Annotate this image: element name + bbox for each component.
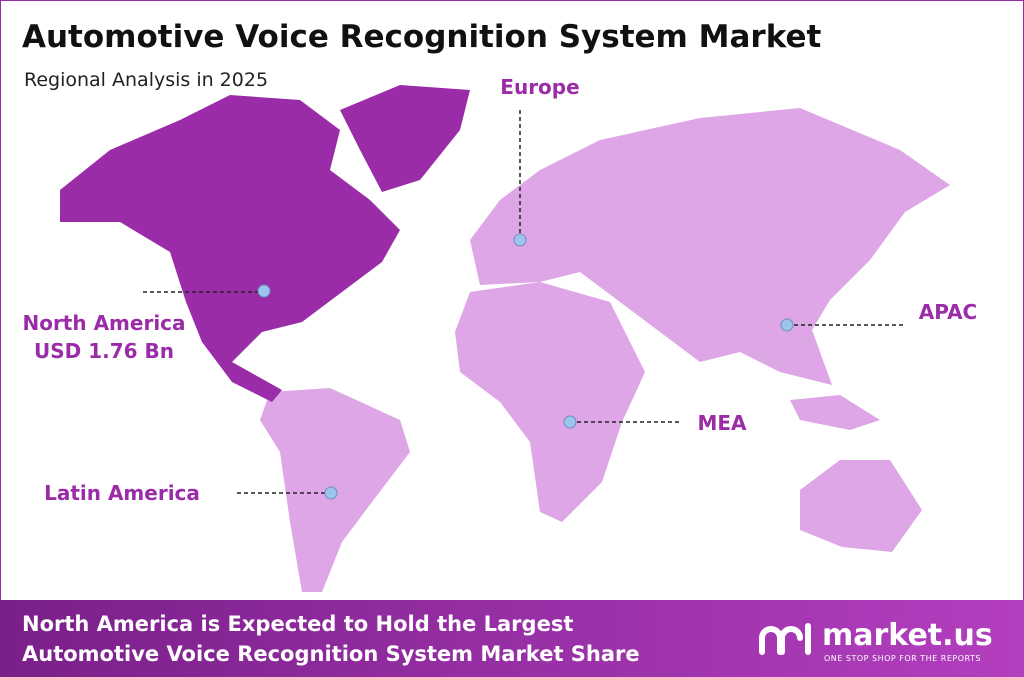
region-label: North America [22, 311, 185, 335]
north-america [60, 95, 400, 402]
greenland [340, 85, 470, 192]
brand-name: market.us [822, 618, 993, 653]
title: Automotive Voice Recognition System Mark… [22, 19, 822, 55]
logo-icon [759, 623, 811, 655]
marker [324, 486, 338, 500]
africa [455, 282, 645, 522]
subtitle: Regional Analysis in 2025 [24, 69, 268, 91]
marker [513, 233, 527, 247]
logo: market.us ONE STOP SHOP FOR THE REPORTS [759, 618, 993, 663]
marker [563, 415, 577, 429]
marker [257, 284, 271, 298]
region-label: MEA [697, 411, 747, 435]
australia [800, 460, 922, 552]
footer-band [0, 600, 1024, 677]
eurasia [470, 108, 950, 385]
region-label: APAC [919, 300, 977, 324]
footer-text: North America is Expected to Hold the La… [22, 612, 573, 636]
region-label: Europe [500, 75, 579, 99]
islands [790, 395, 880, 430]
world-map [60, 85, 950, 592]
callouts: Europe North America USD 1.76 Bn APAC ME… [22, 75, 977, 505]
region-label: Latin America [44, 481, 200, 505]
region-value: USD 1.76 Bn [34, 339, 174, 363]
brand-tagline: ONE STOP SHOP FOR THE REPORTS [824, 654, 981, 663]
footer-text: Automotive Voice Recognition System Mark… [22, 642, 640, 666]
marker [780, 318, 794, 332]
